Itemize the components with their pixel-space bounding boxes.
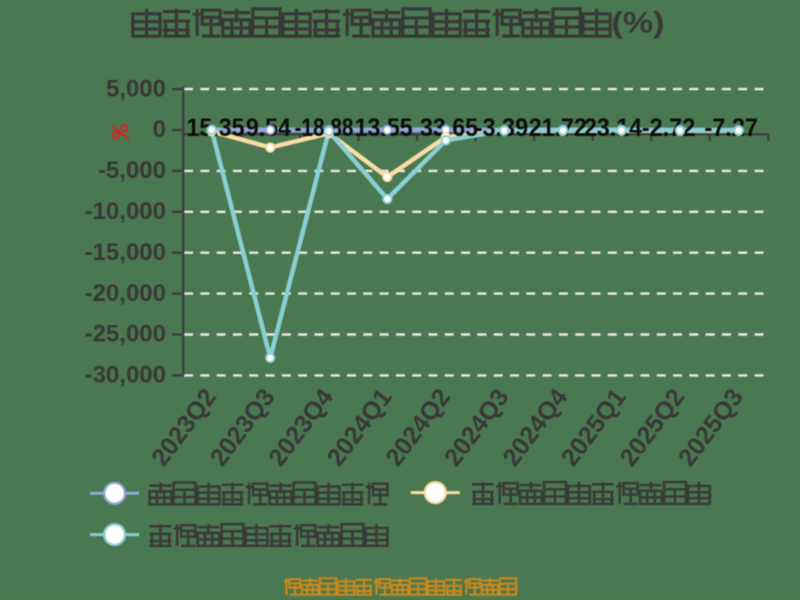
- svg-text:-15,000: -15,000: [85, 239, 166, 266]
- svg-text:21.72: 21.72: [529, 114, 587, 142]
- svg-text:-18.88: -18.88: [295, 114, 354, 142]
- svg-text:-20,000: -20,000: [85, 280, 166, 307]
- svg-text:-25,000: -25,000: [85, 321, 166, 348]
- svg-text:5,000: 5,000: [106, 75, 166, 102]
- svg-text:0: 0: [153, 116, 166, 143]
- svg-text:-10,000: -10,000: [85, 198, 166, 225]
- svg-text:-7.27: -7.27: [704, 114, 758, 142]
- svg-text:-30,000: -30,000: [85, 362, 166, 389]
- svg-text:-5,000: -5,000: [98, 157, 166, 184]
- svg-text:-2.72: -2.72: [642, 114, 696, 142]
- svg-text:23.14: 23.14: [584, 114, 642, 142]
- svg-text:(%): (%): [612, 6, 665, 39]
